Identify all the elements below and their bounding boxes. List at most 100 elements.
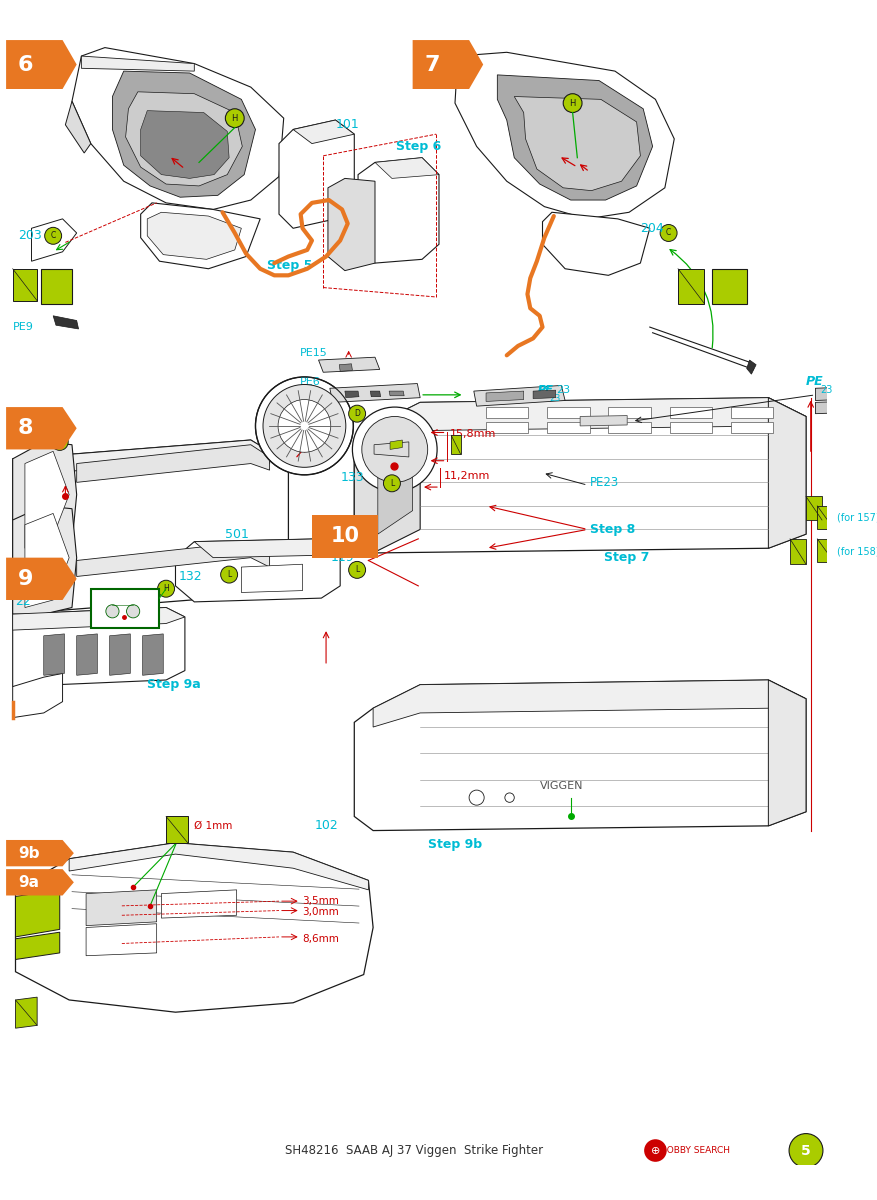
Polygon shape bbox=[66, 101, 91, 152]
Text: PE: PE bbox=[538, 385, 553, 395]
Polygon shape bbox=[53, 316, 79, 329]
Text: (for 157): (for 157) bbox=[837, 512, 877, 522]
Polygon shape bbox=[378, 424, 413, 534]
Polygon shape bbox=[72, 48, 284, 210]
Text: PE15: PE15 bbox=[300, 348, 327, 359]
Polygon shape bbox=[817, 506, 834, 529]
Text: 133: 133 bbox=[340, 472, 364, 484]
Circle shape bbox=[255, 377, 353, 475]
Polygon shape bbox=[712, 269, 746, 304]
Polygon shape bbox=[143, 634, 163, 676]
Text: Ø 1mm: Ø 1mm bbox=[195, 821, 232, 830]
Polygon shape bbox=[16, 890, 60, 937]
Polygon shape bbox=[609, 407, 651, 419]
Circle shape bbox=[505, 793, 514, 803]
Polygon shape bbox=[390, 440, 403, 450]
Text: L: L bbox=[389, 479, 394, 488]
Text: Step 9a: Step 9a bbox=[147, 678, 201, 691]
Text: Step 8: Step 8 bbox=[589, 523, 635, 536]
Polygon shape bbox=[669, 422, 712, 433]
Circle shape bbox=[45, 227, 61, 245]
Text: PE: PE bbox=[538, 385, 553, 395]
Polygon shape bbox=[12, 269, 37, 301]
Text: C: C bbox=[666, 228, 671, 238]
Circle shape bbox=[158, 581, 175, 598]
Polygon shape bbox=[6, 840, 74, 866]
Polygon shape bbox=[486, 422, 528, 433]
Polygon shape bbox=[195, 539, 340, 558]
Circle shape bbox=[563, 94, 582, 113]
Polygon shape bbox=[293, 120, 354, 144]
Polygon shape bbox=[486, 391, 524, 402]
Polygon shape bbox=[12, 673, 62, 718]
Polygon shape bbox=[112, 71, 255, 197]
Circle shape bbox=[349, 406, 366, 422]
Text: 101: 101 bbox=[336, 119, 360, 131]
Text: 9: 9 bbox=[18, 569, 33, 589]
Polygon shape bbox=[76, 634, 97, 676]
Polygon shape bbox=[817, 539, 834, 563]
Text: Step 6: Step 6 bbox=[396, 140, 441, 152]
Circle shape bbox=[383, 475, 401, 492]
Circle shape bbox=[353, 407, 437, 492]
Polygon shape bbox=[330, 384, 420, 402]
Polygon shape bbox=[354, 680, 806, 830]
Text: ⊕: ⊕ bbox=[651, 1146, 660, 1156]
Text: PE: PE bbox=[806, 376, 824, 388]
Polygon shape bbox=[125, 92, 242, 186]
Polygon shape bbox=[16, 997, 37, 1028]
Text: ?: ? bbox=[50, 277, 61, 296]
Text: PE23: PE23 bbox=[589, 476, 619, 488]
Text: L: L bbox=[355, 565, 360, 575]
Text: 204: 204 bbox=[640, 222, 664, 235]
Polygon shape bbox=[76, 541, 269, 576]
Text: ?: ? bbox=[724, 277, 735, 296]
Text: PE6: PE6 bbox=[300, 377, 320, 386]
Polygon shape bbox=[82, 56, 195, 71]
Polygon shape bbox=[339, 364, 353, 371]
Polygon shape bbox=[86, 890, 157, 925]
Polygon shape bbox=[497, 74, 652, 200]
Text: A: A bbox=[25, 584, 31, 593]
Text: C: C bbox=[51, 232, 56, 240]
Polygon shape bbox=[373, 680, 806, 727]
Polygon shape bbox=[806, 497, 822, 520]
Polygon shape bbox=[86, 924, 157, 955]
Polygon shape bbox=[816, 385, 877, 401]
Polygon shape bbox=[389, 391, 404, 396]
Polygon shape bbox=[91, 589, 160, 629]
Polygon shape bbox=[790, 539, 806, 564]
Polygon shape bbox=[413, 40, 483, 89]
Text: 22: 22 bbox=[16, 595, 32, 608]
Polygon shape bbox=[514, 96, 640, 191]
Polygon shape bbox=[12, 607, 185, 630]
Circle shape bbox=[660, 224, 677, 241]
Circle shape bbox=[225, 109, 244, 127]
Text: 9a: 9a bbox=[18, 875, 39, 890]
Circle shape bbox=[469, 790, 484, 805]
Polygon shape bbox=[12, 440, 289, 614]
Text: PE9: PE9 bbox=[12, 322, 33, 332]
Text: 23: 23 bbox=[820, 385, 832, 396]
Polygon shape bbox=[486, 407, 528, 419]
Text: L: L bbox=[227, 570, 232, 580]
Polygon shape bbox=[25, 451, 69, 548]
Polygon shape bbox=[746, 360, 756, 374]
Circle shape bbox=[126, 605, 139, 618]
Text: 501: 501 bbox=[225, 528, 249, 541]
Text: 126: 126 bbox=[293, 403, 317, 416]
Polygon shape bbox=[452, 436, 460, 454]
Polygon shape bbox=[44, 634, 64, 676]
Polygon shape bbox=[6, 40, 76, 89]
Text: 23: 23 bbox=[557, 385, 571, 395]
Text: 10: 10 bbox=[331, 527, 360, 546]
Circle shape bbox=[106, 605, 119, 618]
Text: H: H bbox=[232, 114, 238, 122]
Polygon shape bbox=[358, 157, 439, 263]
Polygon shape bbox=[533, 390, 556, 398]
Text: 119: 119 bbox=[331, 551, 354, 564]
Text: 8: 8 bbox=[18, 419, 33, 438]
Circle shape bbox=[221, 566, 238, 583]
Text: VIGGEN: VIGGEN bbox=[539, 781, 583, 791]
Circle shape bbox=[349, 562, 366, 578]
